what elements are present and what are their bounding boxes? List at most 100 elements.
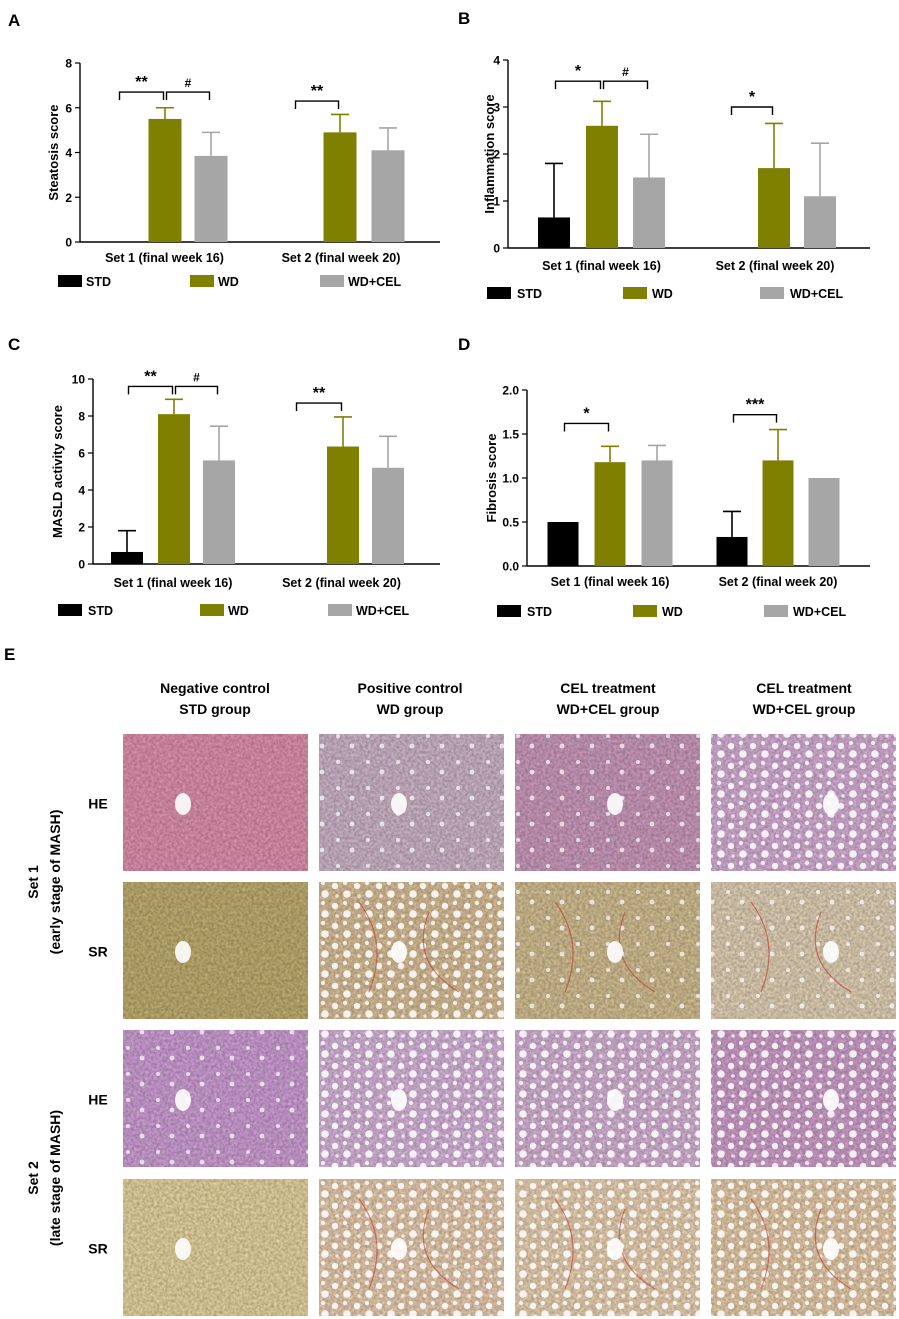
significance-bracket [174, 385, 219, 395]
bar-wd [148, 118, 182, 242]
set-label-line1: Set 1 [25, 865, 41, 899]
legend-entry: STD [88, 604, 113, 618]
stain-label: SR [88, 1241, 107, 1257]
y-tick-label: 0 [65, 236, 72, 250]
bar-wd-cel [808, 478, 840, 566]
central-vein [175, 1238, 191, 1260]
legend-entry: WD [652, 287, 673, 301]
x-category-label: Set 1 (final week 16) [114, 576, 233, 590]
lipid-vacuoles [711, 1030, 896, 1167]
panel-label: C [8, 335, 20, 354]
lipid-vacuoles [319, 882, 504, 1019]
column-header-line1: Positive control [357, 680, 462, 696]
y-tick-label: 6 [78, 447, 85, 461]
stain-label: HE [88, 796, 107, 812]
bar-std [716, 536, 748, 566]
legend-swatch [200, 604, 224, 616]
bar-wd [327, 446, 359, 564]
legend-swatch [58, 604, 82, 616]
central-vein [175, 793, 191, 815]
central-vein [607, 1238, 623, 1260]
central-vein [823, 1089, 839, 1111]
significance-bracket [730, 106, 774, 115]
lipid-vacuoles [319, 1179, 504, 1316]
legend-entry: STD [517, 287, 542, 301]
legend-entry: WD+CEL [356, 604, 409, 618]
central-vein [823, 793, 839, 815]
histology-image [319, 734, 504, 871]
collagen-fibers [750, 1198, 852, 1290]
set-label-line2: (late stage of MASH) [47, 1110, 63, 1246]
legend-entry: WD [662, 605, 683, 619]
histology-image [319, 1179, 504, 1316]
y-tick-label: 2 [65, 191, 72, 205]
collagen-fibers [750, 901, 852, 993]
column-header-line2: STD group [179, 701, 251, 717]
legend-swatch [623, 287, 647, 299]
legend-entry: STD [527, 605, 552, 619]
set-label-line2: (early stage of MASH) [47, 810, 63, 955]
legend-entry: WD [218, 275, 239, 289]
panel-label: D [458, 335, 470, 354]
significance-bracket [118, 91, 165, 101]
histology-image [123, 1179, 308, 1316]
legend-swatch [190, 275, 214, 287]
significance-mark: * [583, 405, 590, 422]
lipid-vacuoles [319, 734, 504, 871]
central-vein [175, 1089, 191, 1111]
bar-std [538, 217, 570, 248]
x-category-label: Set 2 (final week 20) [282, 251, 401, 265]
legend-swatch [328, 604, 352, 616]
legend-entry: STD [86, 275, 111, 289]
column-header-line2: WD+CEL group [753, 701, 856, 717]
y-tick-label: 0 [78, 558, 85, 572]
significance-bracket [732, 413, 778, 423]
bar-wd-cel [641, 460, 673, 566]
bar-wd-cel [194, 155, 228, 242]
significance-bracket [602, 80, 649, 90]
y-tick-label: 10 [72, 373, 86, 387]
chart-panel-a: A 0 2 4 6 8 Steatosis score Set 1 (final week 1… [8, 11, 440, 289]
bar-wd [758, 168, 790, 248]
collagen-fibers [358, 1198, 460, 1290]
column-header-line2: WD group [377, 701, 444, 717]
y-tick-label: 8 [78, 410, 85, 424]
significance-mark: * [749, 89, 756, 106]
significance-bracket [563, 422, 610, 432]
legend-entry: WD [228, 604, 249, 618]
panel-label: A [8, 11, 20, 30]
y-tick-label: 4 [78, 484, 85, 498]
bar-wd [594, 462, 626, 566]
y-tick-label: 1.0 [502, 472, 519, 486]
legend-entry: WD+CEL [348, 275, 401, 289]
bar-wd-cel [371, 150, 405, 242]
collagen-fibers [358, 901, 460, 993]
y-tick-label: 2 [493, 148, 500, 162]
significance-mark: ** [311, 83, 324, 100]
bar-wd [323, 132, 357, 242]
histology-image [515, 882, 700, 1019]
column-header-line2: WD+CEL group [557, 701, 660, 717]
column-header-line1: Negative control [160, 680, 270, 696]
histology-image [515, 1030, 700, 1167]
histology-image [123, 882, 308, 1019]
x-category-label: Set 1 (final week 16) [551, 575, 670, 589]
significance-bracket [294, 100, 340, 110]
significance-bracket [127, 385, 174, 395]
bar-wd-cel [203, 460, 235, 564]
stain-label: HE [88, 1092, 107, 1108]
central-vein [607, 1089, 623, 1111]
histology-image [515, 734, 700, 871]
histology-image [711, 1030, 896, 1167]
significance-bracket [295, 402, 343, 412]
histology-image [319, 882, 504, 1019]
legend-swatch [320, 275, 344, 287]
lipid-vacuoles [711, 734, 896, 871]
x-category-label: Set 1 (final week 16) [542, 259, 661, 273]
bar-wd-cel [372, 467, 404, 564]
y-axis-label: MASLD activity score [50, 405, 65, 538]
column-header-line1: CEL treatment [756, 680, 852, 696]
significance-bracket [165, 91, 211, 101]
legend-swatch [58, 275, 82, 287]
